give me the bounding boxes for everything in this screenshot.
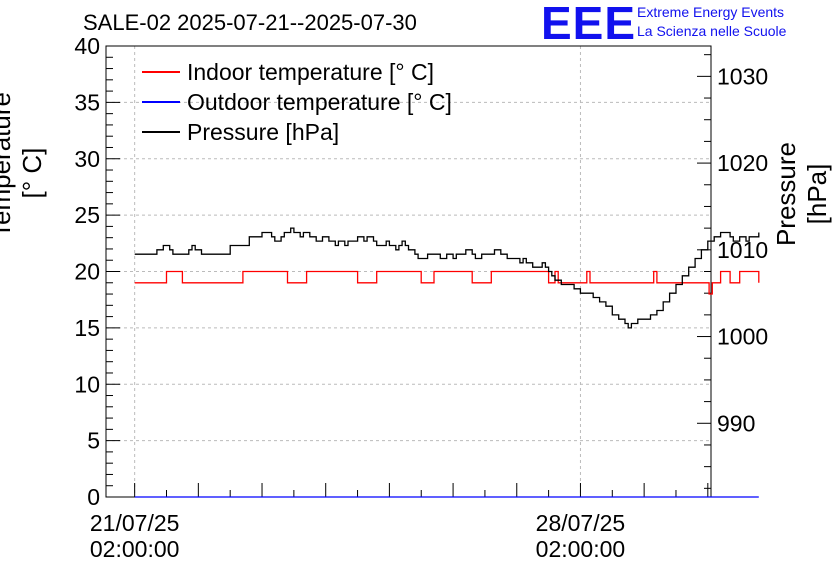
logo-line-1: Extreme Energy Events <box>637 4 785 20</box>
logo-line-2: La Scienza nelle Scuole <box>637 23 787 39</box>
y-axis-title-right: Pressure [hPa] <box>771 141 832 247</box>
y-tick-label: 35 <box>74 89 100 115</box>
y-tick-label: 10 <box>74 371 100 397</box>
y-tick-label: 20 <box>74 259 100 285</box>
legend-label: Indoor temperature [° C] <box>187 59 434 85</box>
x-tick-label-date: 21/07/25 <box>90 510 180 536</box>
series-line <box>134 227 760 329</box>
y-tick-label: 25 <box>74 202 100 228</box>
legend-label: Pressure [hPa] <box>187 119 339 145</box>
y-right-tick-label: 1030 <box>717 63 768 89</box>
x-tick-label-date: 28/07/25 <box>536 510 626 536</box>
y-tick-label: 5 <box>87 428 100 454</box>
y-right-tick-label: 1000 <box>717 324 768 350</box>
y-right-tick-label: 1010 <box>717 237 768 263</box>
y-right-tick-label: 1020 <box>717 150 768 176</box>
series-line <box>134 270 760 295</box>
eee-logo: EEE <box>541 0 637 49</box>
y-tick-label: 30 <box>74 146 100 172</box>
chart-title: SALE-02 2025-07-21--2025-07-30 <box>83 10 417 35</box>
x-tick-label-time: 02:00:00 <box>536 536 626 562</box>
x-tick-label-time: 02:00:00 <box>90 536 180 562</box>
y-axis-title-left: Temperature [° C] <box>0 92 47 238</box>
y-tick-label: 0 <box>87 484 100 510</box>
y-tick-label: 15 <box>74 315 100 341</box>
legend-label: Outdoor temperature [° C] <box>187 89 452 115</box>
y-right-tick-label: 990 <box>717 410 755 436</box>
y-tick-label: 40 <box>74 33 100 59</box>
